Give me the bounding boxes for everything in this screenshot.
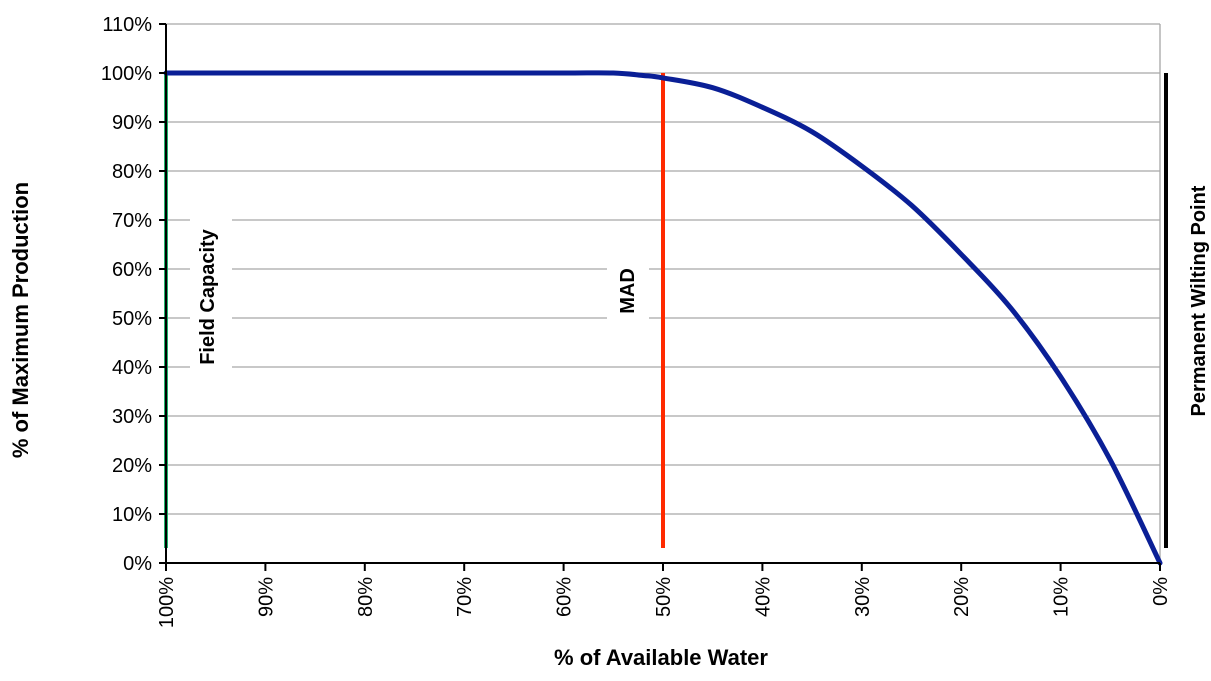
y-tick-label: 70%	[112, 210, 152, 232]
tick-labels: 0% 10% 20% 30% 40% 50% 60% 70% 80% 90% 100% 110% 100…	[101, 14, 1172, 628]
x-tick-label: 60%	[554, 577, 576, 617]
y-tick-label: 90%	[112, 112, 152, 134]
x-tick-label: 90%	[255, 577, 277, 617]
x-tick-label: 40%	[752, 577, 774, 617]
y-tick-label: 20%	[112, 455, 152, 477]
y-tick-label: 0%	[123, 553, 152, 575]
y-axis-title: % of Maximum Production	[8, 182, 33, 458]
mad-label-bg	[607, 258, 649, 324]
x-tick-label: 100%	[156, 577, 178, 628]
x-tick-label: 10%	[1051, 577, 1073, 617]
series-layer	[163, 70, 1163, 566]
y-tick-label: 40%	[112, 357, 152, 379]
x-tick-label: 80%	[355, 577, 377, 617]
marker-lines	[164, 73, 1168, 548]
y-tick-label: 30%	[112, 406, 152, 428]
axes	[159, 23, 1161, 571]
x-axis-title: % of Available Water	[554, 645, 768, 670]
y-tick-label: 50%	[112, 308, 152, 330]
y-tick-label: 80%	[112, 161, 152, 183]
x-tick-label: 20%	[951, 577, 973, 617]
field-capacity-label-bg	[190, 205, 232, 385]
x-tick-label: 70%	[454, 577, 476, 617]
y-tick-label: 100%	[101, 63, 152, 85]
y-tick-label: 110%	[102, 14, 152, 36]
mad-label: MAD	[617, 268, 639, 314]
marker-labels: Field Capacity MAD Permanent Wilting Point	[190, 185, 1210, 416]
y-tick-label: 10%	[112, 504, 152, 526]
y-tick-label: 60%	[112, 259, 152, 281]
permanent-wilting-point-label: Permanent Wilting Point	[1188, 185, 1210, 416]
x-tick-label: 0%	[1150, 577, 1172, 606]
x-tick-label: 30%	[852, 577, 874, 617]
x-tick-label: 50%	[653, 577, 675, 617]
field-capacity-label: Field Capacity	[197, 228, 219, 364]
